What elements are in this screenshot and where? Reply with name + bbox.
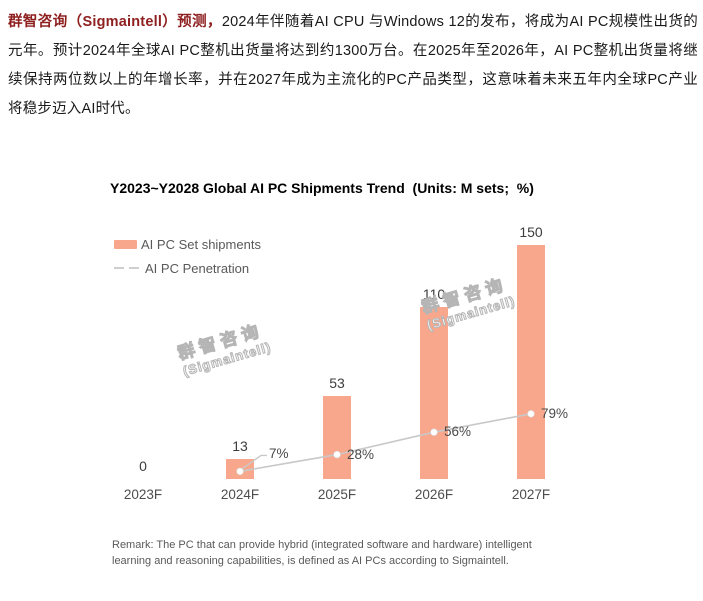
dash-line-icon (114, 267, 141, 269)
legend-item-shipments: AI PC Set shipments (114, 236, 261, 252)
bar-2027f (517, 245, 545, 479)
legend-label-shipments: AI PC Set shipments (141, 236, 261, 252)
watermark: 群智咨询 (Sigmaintell) (175, 320, 274, 379)
x-axis-label: 2026F (414, 487, 454, 502)
bar-value-label: 53 (329, 375, 345, 391)
chart-legend: AI PC Set shipments AI PC Penetration (114, 236, 261, 284)
remark-line-1: Remark: The PC that can provide hybrid (… (112, 539, 532, 551)
intro-paragraph: 群智咨询（Sigmaintell）预测，2024年伴随着AI CPU 与Wind… (8, 8, 698, 124)
bar-value-label: 0 (139, 458, 147, 474)
bar-value-label: 13 (232, 438, 248, 454)
intro-body: 2024年伴随着AI CPU 与Windows 12的发布，将成为AI PC规模… (8, 14, 698, 117)
penetration-value-label: 79% (541, 405, 569, 421)
chart-remark: Remark: The PC that can provide hybrid (… (112, 538, 532, 569)
bar-value-label: 110 (422, 286, 446, 302)
penetration-value-label: 28% (347, 446, 375, 462)
penetration-value-label: 56% (444, 424, 472, 440)
intro-lead: 群智咨询（Sigmaintell）预测， (8, 14, 222, 30)
watermark-cn: 群智咨询 (175, 320, 266, 364)
legend-item-penetration: AI PC Penetration (114, 260, 261, 276)
remark-line-2: learning and reasoning capabilities, is … (112, 554, 509, 567)
bar-2025f (323, 396, 351, 479)
chart-title: Y2023~Y2028 Global AI PC Shipments Trend… (110, 180, 534, 196)
watermark-en: (Sigmaintell) (181, 338, 274, 379)
x-axis-label: 2025F (317, 487, 357, 502)
bar-swatch-icon (114, 239, 137, 249)
x-axis-label: 2024F (220, 487, 260, 502)
legend-label-penetration: AI PC Penetration (145, 260, 250, 276)
bar-2026f (420, 307, 448, 479)
penetration-value-label: 7% (269, 446, 289, 462)
penetration-line (239, 413, 532, 473)
x-axis-label: 2023F (123, 487, 163, 502)
bar-value-label: 150 (519, 224, 543, 240)
x-axis-label: 2027F (511, 487, 551, 502)
bar-2024f (226, 459, 254, 479)
